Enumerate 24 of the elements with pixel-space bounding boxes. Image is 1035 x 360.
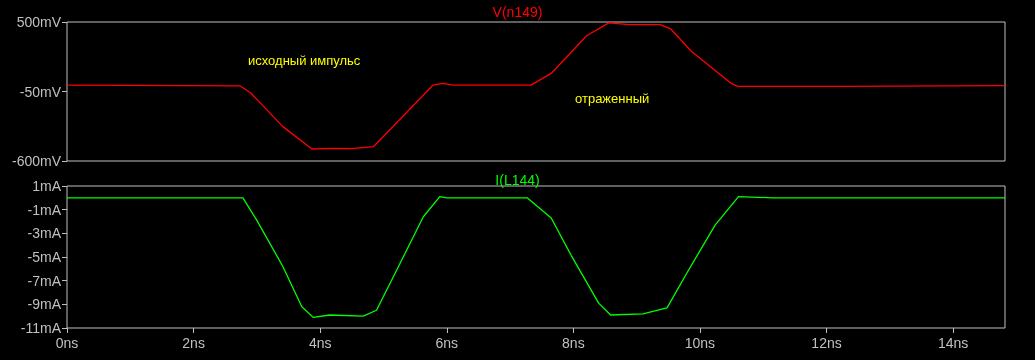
annotation: отраженный (575, 91, 650, 106)
series-label: I(L144) (495, 172, 540, 188)
x-tick-label: 10ns (684, 335, 716, 351)
x-tick-label: 4ns (308, 335, 332, 351)
y-tick-label: -9mA (27, 296, 62, 313)
text: V(n149) (492, 4, 543, 20)
x-tick-label: 0ns (55, 335, 79, 351)
annotation: исходный импульс (248, 53, 361, 68)
y-tick-label: -600mV (11, 153, 62, 169)
y-tick-label: -1mA (27, 201, 62, 218)
line-series (66, 196, 1006, 318)
y-tick-label: -7mA (27, 272, 62, 289)
x-tick-label: 12ns (811, 335, 842, 351)
y-tick-label: 1mA (32, 178, 62, 194)
line-series (66, 22, 1006, 150)
y-tick-label: -3mA (27, 225, 62, 242)
y-tick-label: -50mV (19, 83, 62, 100)
x-tick-label: 2ns (182, 335, 205, 351)
y-tick-label: -11mA (20, 320, 62, 336)
x-tick-label: 14ns (937, 335, 969, 351)
y-tick-label: 500mV (16, 14, 62, 30)
x-tick-label: 6ns (435, 335, 459, 351)
y-tick-label: -5mA (27, 249, 62, 265)
x-tick-label: 8ns (562, 335, 585, 351)
